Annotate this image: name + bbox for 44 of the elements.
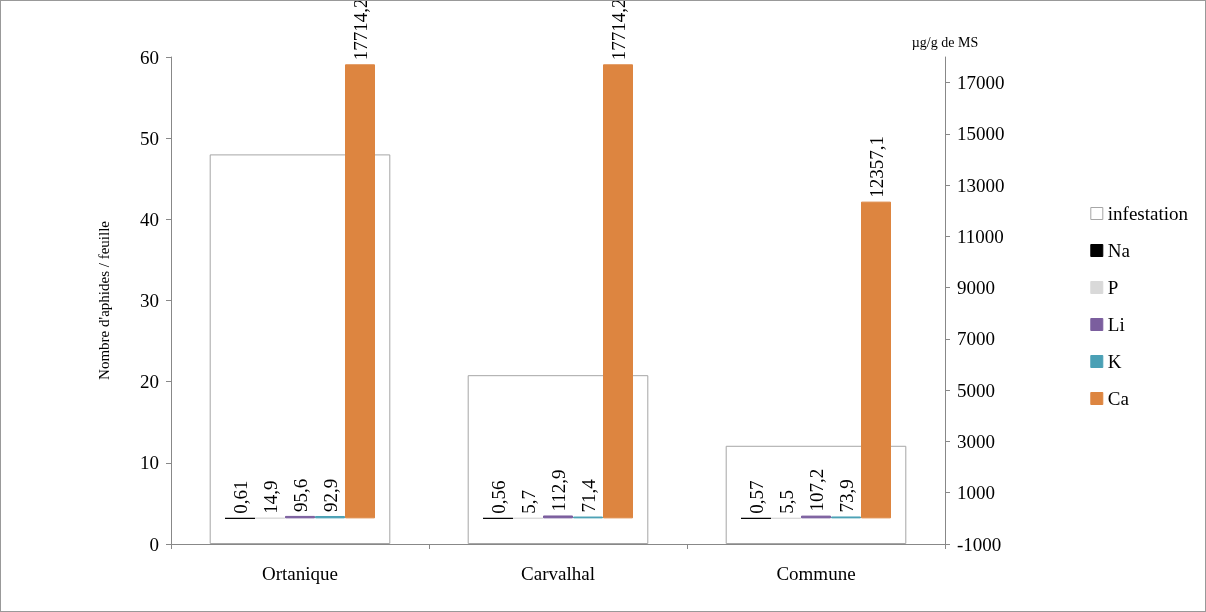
y2-tick-label: 13000 [957, 174, 1005, 196]
data-label: 5,5 [775, 490, 797, 514]
y2-tick-label: 15000 [957, 123, 1005, 145]
data-label: 0,57 [745, 480, 767, 514]
y2-tick-label: 17000 [957, 72, 1005, 94]
y2-axis-title: µg/g de MS [911, 34, 979, 50]
x-tick-label: Commune [776, 563, 856, 584]
y-tick-label: 50 [140, 127, 159, 149]
y-tick-label: 60 [140, 46, 159, 68]
y-tick-label: 40 [140, 208, 159, 230]
data-label: 0,56 [487, 480, 509, 514]
data-label: 92,9 [319, 478, 341, 512]
data-label: 14,9 [259, 480, 281, 514]
legend-label: P [1107, 277, 1119, 298]
y2-tick-label: 3000 [957, 430, 995, 452]
y-tick-label: 0 [149, 533, 159, 555]
data-label: 112,9 [547, 469, 569, 512]
y2-tick-label: 7000 [957, 328, 995, 350]
bar [861, 201, 891, 519]
legend-label: K [1107, 351, 1122, 372]
data-label: 73,9 [835, 479, 857, 513]
legend-label: Ca [1107, 388, 1130, 409]
x-tick-label: Carvalhal [521, 563, 595, 584]
bar [603, 64, 633, 519]
data-label: 95,6 [289, 478, 311, 512]
x-tick-label: Ortanique [262, 563, 338, 584]
data-label: 0,61 [229, 480, 251, 514]
y-tick-label: 10 [140, 452, 159, 474]
y-axis-title: Nombre d'aphides / feuille [95, 220, 112, 380]
bar [345, 64, 375, 519]
y2-tick-label: -1000 [957, 533, 1002, 555]
y2-tick-label: 9000 [957, 277, 995, 299]
legend-label: infestation [1107, 203, 1189, 224]
legend-label: Na [1107, 240, 1131, 261]
y2-tick-label: 11000 [957, 225, 1004, 247]
data-label: 107,2 [805, 468, 827, 512]
data-label: 5,7 [517, 490, 539, 514]
y2-tick-label: 5000 [957, 379, 995, 401]
data-label: 12357,1 [865, 135, 887, 198]
legend-label: Li [1107, 314, 1125, 335]
y-tick-label: 30 [140, 290, 159, 311]
y-tick-label: 20 [140, 371, 159, 393]
data-label: 71,4 [577, 478, 599, 513]
y2-tick-label: 1000 [957, 482, 995, 504]
